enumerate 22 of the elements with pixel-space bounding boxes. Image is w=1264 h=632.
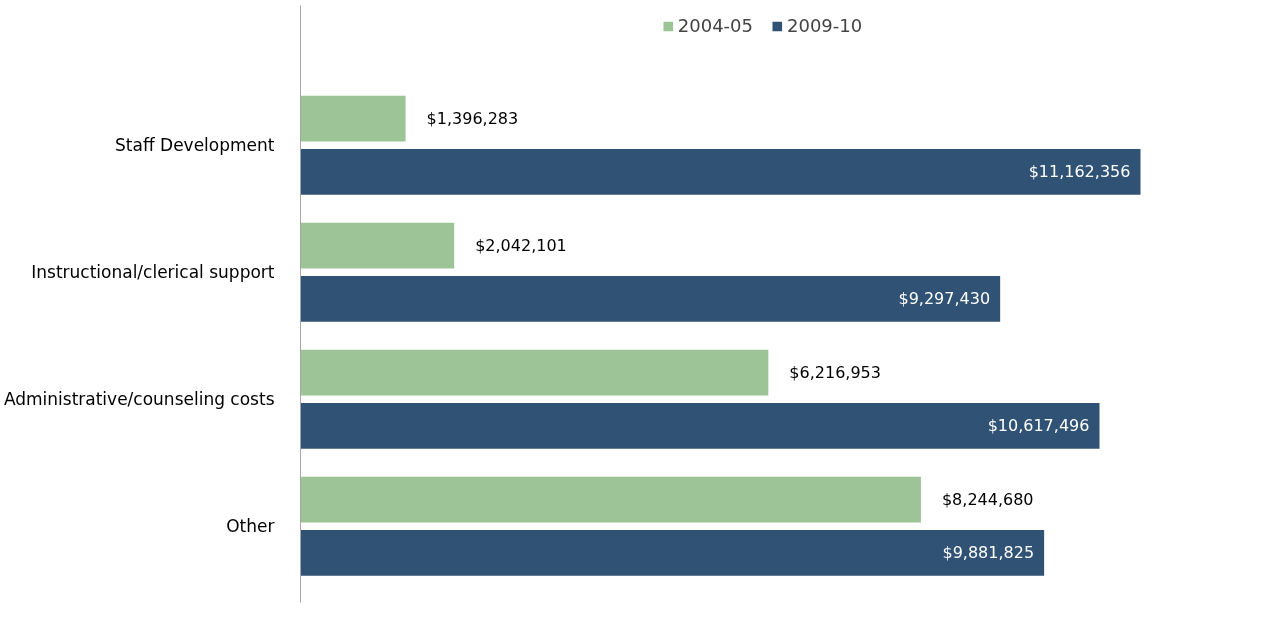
data-label: $10,617,496 (987, 416, 1090, 436)
bar (300, 349, 769, 396)
bar (300, 149, 1141, 195)
data-label: $11,162,356 (1028, 162, 1131, 182)
bar (300, 476, 921, 523)
y-tick-label: Other (226, 516, 275, 537)
bar (300, 276, 1001, 322)
data-label: $9,297,430 (898, 289, 991, 309)
data-label: $6,216,953 (789, 363, 881, 383)
bar (300, 403, 1100, 449)
y-tick-label: Instructional/clerical support (31, 262, 275, 283)
y-tick-label: Administrative/counseling costs (3, 389, 275, 410)
data-label: $8,244,680 (941, 490, 1034, 510)
bar (300, 530, 1045, 576)
legend-label: 2009-10 (787, 15, 863, 36)
data-label: $9,881,825 (942, 543, 1035, 563)
bar (300, 222, 455, 269)
legend-label: 2004-05 (677, 15, 753, 36)
y-tick-label: Staff Development (115, 135, 275, 156)
data-label: $1,396,283 (426, 109, 519, 129)
bar (300, 95, 406, 142)
data-label: $2,042,101 (475, 236, 567, 256)
